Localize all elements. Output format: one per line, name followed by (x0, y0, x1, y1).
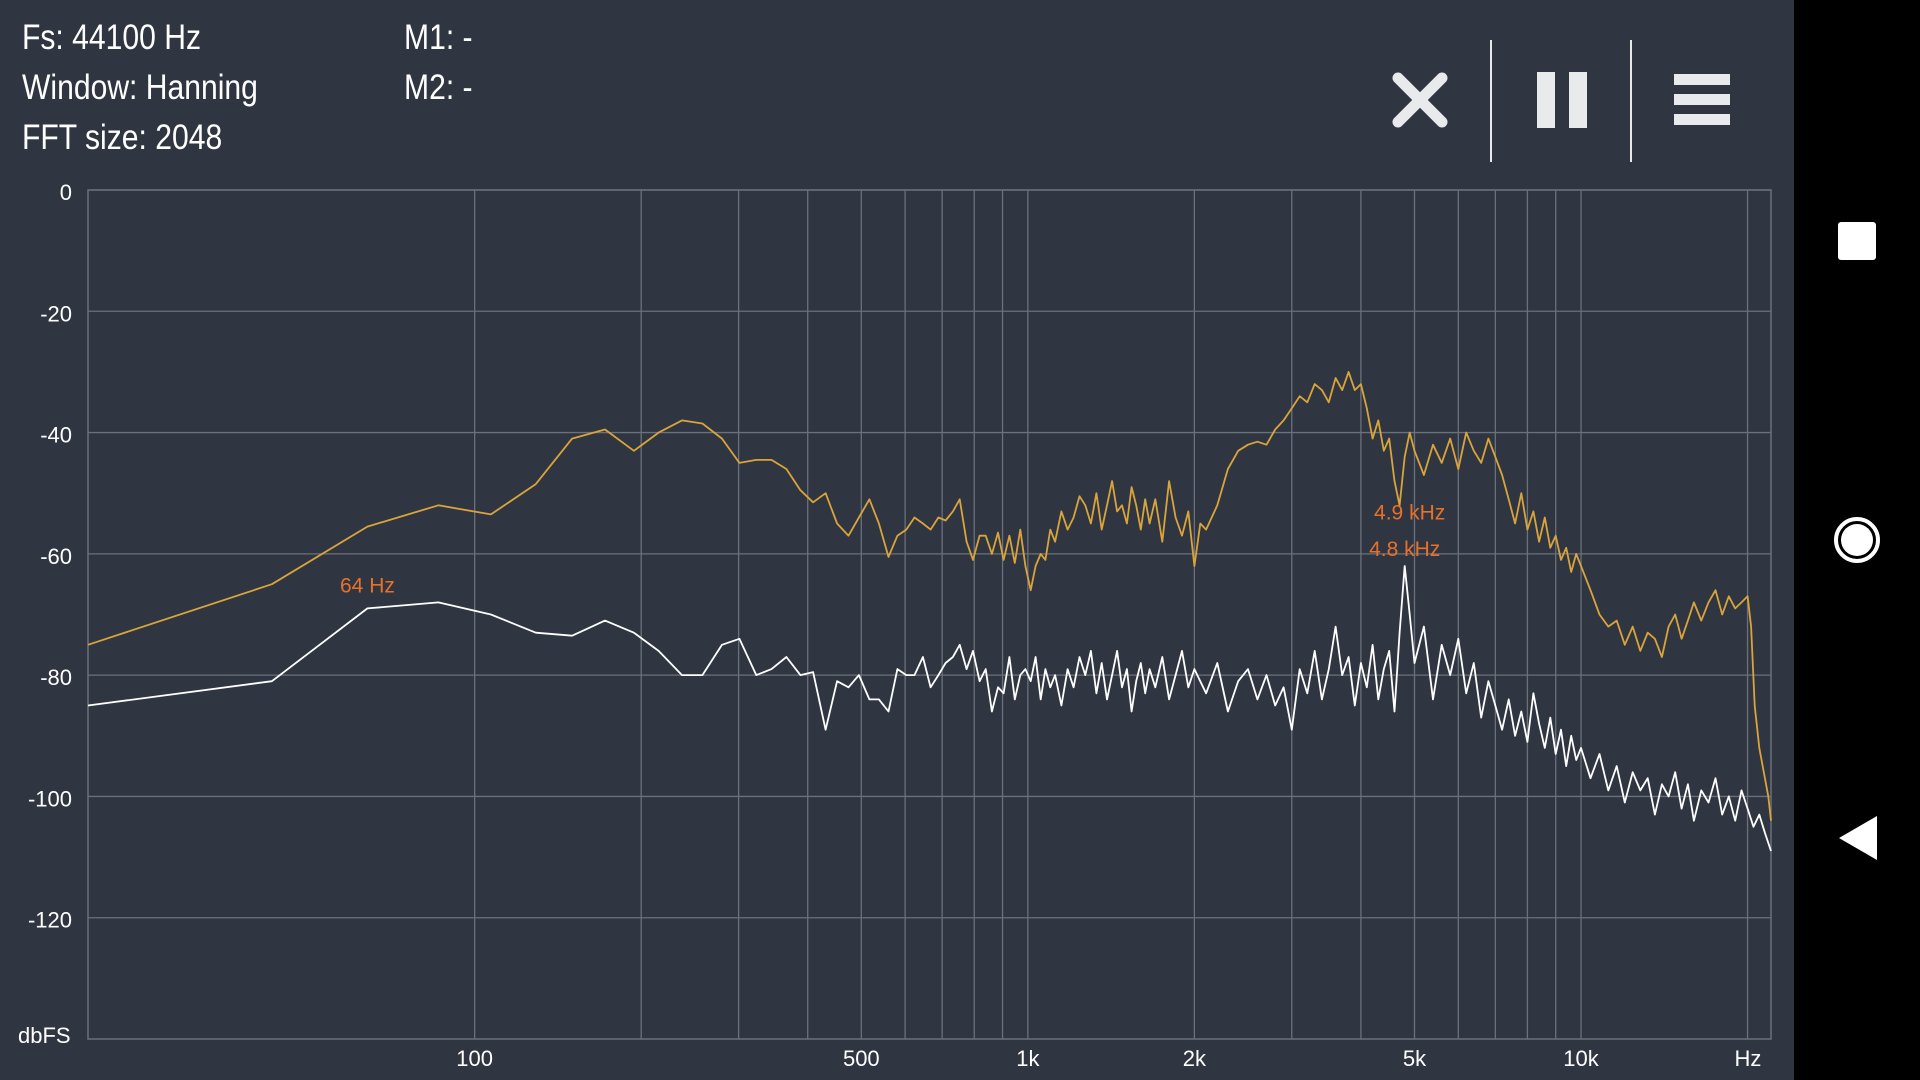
toolbar-divider (1490, 40, 1492, 162)
close-button[interactable] (1350, 38, 1490, 162)
series-line-live (87, 565, 1772, 852)
series-line-peak-hold (87, 370, 1772, 821)
y-tick-label: -60 (40, 544, 72, 569)
sample-rate-label: Fs: 44100 Hz (22, 18, 202, 57)
fft-size-label: FFT size: 2048 (22, 118, 223, 157)
window-label: Window: Hanning (22, 68, 258, 107)
android-nav-bar (1794, 0, 1920, 1080)
pause-icon (1537, 72, 1587, 128)
marker1-label: M1: - (404, 18, 473, 57)
info-panel: Fs: 44100 Hz Window: Hanning FFT size: 2… (22, 13, 258, 163)
home-button[interactable] (1817, 500, 1897, 580)
y-tick-label: -40 (40, 423, 72, 448)
x-tick-label: 2k (1183, 1046, 1207, 1071)
y-tick-label: -80 (40, 665, 72, 690)
recents-button[interactable] (1817, 201, 1897, 281)
x-axis-label: Hz (1735, 1046, 1762, 1071)
menu-icon (1674, 74, 1730, 125)
marker-info-panel: M1: - M2: - (404, 13, 473, 113)
toolbar (1350, 38, 1770, 162)
close-icon (1392, 72, 1448, 128)
spectrum-analyzer-app: Fs: 44100 Hz Window: Hanning FFT size: 2… (18, 13, 1772, 1071)
menu-button[interactable] (1632, 38, 1772, 162)
toolbar-divider (1630, 40, 1632, 162)
plot-frame (87, 189, 1772, 1040)
triangle-back-icon (1839, 816, 1877, 860)
pause-button[interactable] (1492, 38, 1632, 162)
x-tick-label: 10k (1563, 1046, 1599, 1071)
marker-label: 4.8 kHz (1369, 538, 1440, 561)
x-tick-label: 100 (456, 1046, 493, 1071)
y-axis-label: dbFS (18, 1023, 71, 1048)
x-tick-label: 500 (843, 1046, 880, 1071)
marker2-label: M2: - (404, 68, 473, 107)
marker-label: 64 Hz (340, 574, 395, 597)
y-tick-label: -20 (40, 301, 72, 326)
marker-label: 4.9 kHz (1374, 502, 1445, 525)
y-tick-label: 0 (60, 180, 72, 205)
x-tick-label: 5k (1403, 1046, 1427, 1071)
spectrum-chart: 0 -20 -40 -60 -80 -100 -120 100 500 1k 2k 5k 10k Hz db… (18, 180, 1772, 1071)
y-tick-label: -100 (28, 786, 72, 811)
circle-icon (1834, 517, 1880, 563)
back-button[interactable] (1817, 798, 1897, 878)
x-tick-label: 1k (1016, 1046, 1040, 1071)
y-tick-label: -120 (28, 908, 72, 933)
square-icon (1838, 222, 1876, 260)
